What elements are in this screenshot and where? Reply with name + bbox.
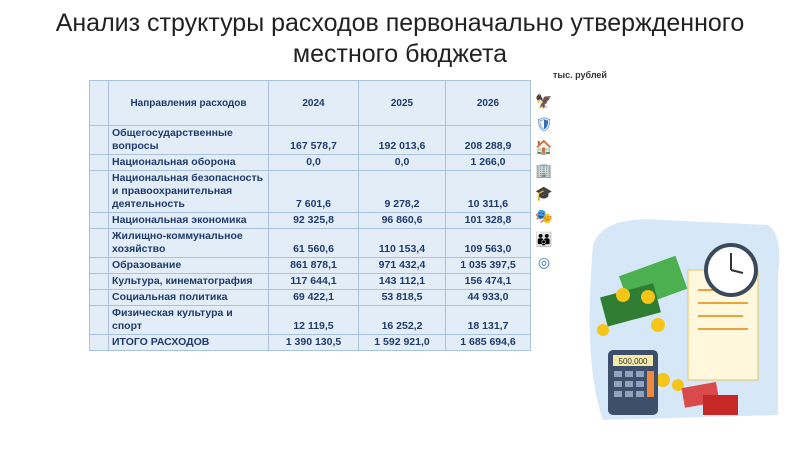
direction-cell: ИТОГО РАСХОДОВ (108, 334, 269, 351)
direction-cell: Национальная оборона (108, 154, 269, 171)
direction-cell: Культура, кинематография (108, 273, 269, 290)
value-cell: 0,0 (358, 154, 446, 171)
blank-cell (89, 289, 109, 306)
header-direction: Направления расходов (108, 80, 269, 126)
value-cell: 96 860,6 (358, 212, 446, 229)
blank-cell (89, 257, 109, 274)
value-cell: 16 252,2 (358, 305, 446, 335)
shield-icon: 🛡 (535, 116, 553, 132)
value-cell: 92 325,8 (268, 212, 359, 229)
header-2025: 2025 (358, 80, 446, 126)
blank-cell (89, 125, 109, 155)
direction-cell: Общегосударственные вопросы (108, 125, 269, 155)
value-cell: 44 933,0 (445, 289, 531, 306)
blank-cell (89, 305, 109, 335)
table-row-culture: Культура, кинематография 117 644,1 143 112… (89, 273, 531, 290)
table-row-economy: Национальная экономика 92 325,8 96 860,6 10… (89, 212, 531, 229)
value-cell: 143 112,1 (358, 273, 446, 290)
value-cell: 109 563,0 (445, 228, 531, 258)
value-cell: 18 131,7 (445, 305, 531, 335)
value-cell: 0,0 (268, 154, 359, 171)
value-cell: 1 390 130,5 (268, 334, 359, 351)
direction-cell: Национальная безопасность и правоохранит… (108, 170, 269, 213)
expenses-table: Направления расходов 2024 2025 2026 Обще… (89, 80, 531, 351)
value-cell: 9 278,2 (358, 170, 446, 213)
value-cell: 110 153,4 (358, 228, 446, 258)
units-label: тыс. рублей (553, 70, 607, 80)
value-cell: 101 328,8 (445, 212, 531, 229)
blank-cell (89, 334, 109, 351)
table-row-defense: Национальная оборона 0,0 0,0 1 266,0 (89, 154, 531, 171)
value-cell: 69 422,1 (268, 289, 359, 306)
table-row-general: Общегосударственные вопросы 167 578,7 192 … (89, 125, 531, 155)
budget-illustration: 500,000 (589, 219, 780, 420)
value-cell: 61 560,6 (268, 228, 359, 258)
theater-icon: 🎭 (535, 208, 553, 224)
blank-cell (89, 154, 109, 171)
value-cell: 192 013,6 (358, 125, 446, 155)
direction-cell: Физическая культура и спорт (108, 305, 269, 335)
header-2024: 2024 (268, 80, 359, 126)
value-cell: 1 266,0 (445, 154, 531, 171)
table-row-housing: Жилищно-коммунальное хозяйство 61 560,6 11… (89, 228, 531, 258)
value-cell: 117 644,1 (268, 273, 359, 290)
blank-cell (89, 273, 109, 290)
value-cell: 156 474,1 (445, 273, 531, 290)
table-row-sport: Физическая культура и спорт 12 119,5 16 25… (89, 305, 531, 335)
value-cell: 971 432,4 (358, 257, 446, 274)
value-cell: 1 035 397,5 (445, 257, 531, 274)
table-row-social: Социальная политика 69 422,1 53 818,5 44 93… (89, 289, 531, 306)
value-cell: 53 818,5 (358, 289, 446, 306)
value-cell: 12 119,5 (268, 305, 359, 335)
header-2026: 2026 (445, 80, 531, 126)
table-row-security: Национальная безопасность и правоохранит… (89, 170, 531, 213)
direction-cell: Жилищно-коммунальное хозяйство (108, 228, 269, 258)
sport-icon: ◎ (537, 254, 551, 270)
direction-cell: Образование (108, 257, 269, 274)
value-cell: 10 311,6 (445, 170, 531, 213)
table-row-total: ИТОГО РАСХОДОВ 1 390 130,5 1 592 921,0 1 68… (89, 334, 531, 351)
direction-cell: Социальная политика (108, 289, 269, 306)
value-cell: 167 578,7 (268, 125, 359, 155)
value-cell: 1 685 694,6 (445, 334, 531, 351)
value-cell: 7 601,6 (268, 170, 359, 213)
value-cell: 861 878,1 (268, 257, 359, 274)
family-icon: 👪 (535, 231, 553, 247)
emblem-icon: 🦅 (535, 93, 553, 109)
table-header-row: Направления расходов 2024 2025 2026 (89, 80, 531, 126)
slide-title: Анализ структуры расходов первоначально … (55, 9, 745, 68)
value-cell: 208 288,9 (445, 125, 531, 155)
house-icon: 🏠 (535, 139, 553, 155)
graduation-cap-icon: 🎓 (535, 185, 553, 201)
category-icons: 🦅 🛡 🏠 🏢 🎓 🎭 👪 ◎ (533, 93, 555, 277)
value-cell: 1 592 921,0 (358, 334, 446, 351)
blank-cell (89, 228, 109, 258)
blank-header (89, 80, 109, 126)
calculator-display: 500,000 (619, 357, 648, 366)
direction-cell: Национальная экономика (108, 212, 269, 229)
blank-cell (89, 212, 109, 229)
table-row-education: Образование 861 878,1 971 432,4 1 035 397,5 (89, 257, 531, 274)
blank-cell (89, 170, 109, 213)
building-icon: 🏢 (535, 162, 553, 178)
